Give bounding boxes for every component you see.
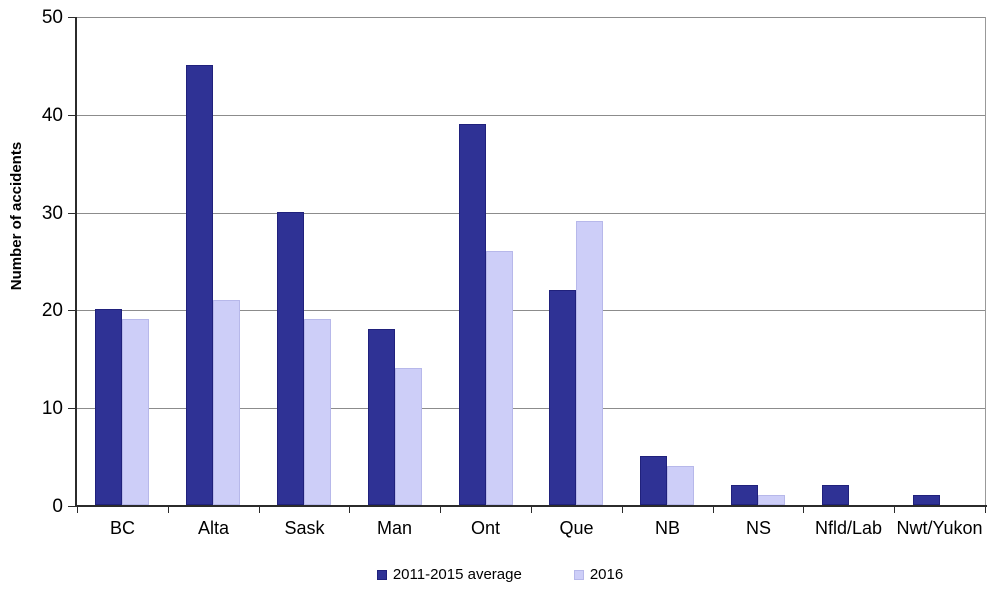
x-tick-0: [77, 507, 78, 513]
legend-item-average: 2011-2015 average: [376, 566, 522, 583]
plot-right-border: [985, 17, 986, 506]
x-axis-line: [75, 505, 987, 507]
legend: 2011-2015 average 2016: [0, 566, 1000, 583]
bar-avg-NS: [731, 485, 758, 505]
gridline-30: [77, 213, 985, 214]
y-tick-label-30: 30: [41, 203, 63, 224]
x-tick-10: [985, 507, 986, 513]
bar-avg-Nfld/Lab: [822, 485, 849, 505]
bar-avg-Alta: [186, 65, 213, 505]
y-tick-label-10: 10: [41, 398, 63, 419]
x-tick-7: [713, 507, 714, 513]
category-label-Que: Que: [559, 518, 594, 538]
category-label-NB: NB: [654, 518, 680, 538]
bar-avg-Man: [368, 329, 395, 505]
bar-avg-Que: [549, 290, 576, 505]
gridline-10: [77, 408, 985, 409]
x-tick-9: [894, 507, 895, 513]
legend-item-2016: 2016: [573, 566, 624, 583]
x-tick-2: [259, 507, 260, 513]
bar-y2016-NB: [667, 466, 694, 505]
x-tick-5: [531, 507, 532, 513]
legend-swatch-icon: [376, 569, 387, 580]
x-tick-8: [803, 507, 804, 513]
gridline-50: [77, 17, 985, 18]
gridline-40: [77, 115, 985, 116]
bar-avg-NB: [640, 456, 667, 505]
category-label-Nwt/Yukon: Nwt/Yukon: [896, 518, 983, 538]
y-axis-line: [75, 17, 77, 507]
y-tick-30: [68, 213, 76, 214]
bar-avg-Ont: [459, 124, 486, 505]
bar-y2016-Man: [395, 368, 422, 505]
category-label-Man: Man: [376, 518, 412, 538]
category-label-BC: BC: [109, 518, 135, 538]
gridline-20: [77, 310, 985, 311]
category-label-NS: NS: [745, 518, 771, 538]
category-label-Ont: Ont: [470, 518, 500, 538]
legend-label: 2011-2015 average: [392, 566, 522, 583]
bar-y2016-Alta: [213, 300, 240, 505]
y-tick-20: [68, 310, 76, 311]
y-tick-label-0: 0: [52, 496, 63, 517]
x-tick-4: [440, 507, 441, 513]
y-tick-label-20: 20: [41, 300, 63, 321]
category-label-Alta: Alta: [197, 518, 230, 538]
category-label-Sask: Sask: [284, 518, 325, 538]
bar-y2016-Que: [576, 221, 603, 505]
bar-y2016-BC: [122, 319, 149, 505]
y-tick-50: [68, 17, 76, 18]
y-tick-0: [68, 506, 76, 507]
category-label-Nfld/Lab: Nfld/Lab: [814, 518, 883, 538]
bar-y2016-Ont: [486, 251, 513, 505]
bar-y2016-NS: [758, 495, 785, 505]
legend-label: 2016: [589, 566, 624, 583]
x-tick-1: [168, 507, 169, 513]
x-tick-6: [622, 507, 623, 513]
bar-y2016-Sask: [304, 319, 331, 505]
y-tick-10: [68, 408, 76, 409]
y-tick-40: [68, 115, 76, 116]
bar-avg-BC: [95, 309, 122, 505]
y-tick-label-40: 40: [41, 105, 63, 126]
bar-avg-Sask: [277, 212, 304, 505]
legend-swatch-icon: [573, 569, 584, 580]
bar-avg-Nwt/Yukon: [913, 495, 940, 505]
x-tick-3: [349, 507, 350, 513]
y-tick-label-50: 50: [41, 7, 63, 28]
